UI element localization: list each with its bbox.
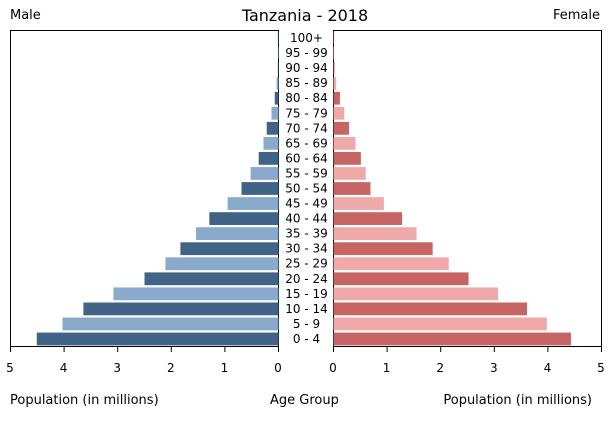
- female-bar-3: [333, 76, 337, 90]
- female-x-tick-label-3: 3: [490, 361, 498, 375]
- male-bar-5: [271, 106, 279, 120]
- age-group-label-20: 0 - 4: [293, 332, 320, 346]
- age-group-label-5: 75 - 79: [285, 106, 328, 120]
- age-group-label-19: 5 - 9: [293, 317, 320, 331]
- age-group-label-17: 15 - 19: [285, 287, 328, 301]
- male-bar-18: [83, 302, 279, 316]
- female-bar-18: [333, 302, 527, 316]
- male-bar-6: [266, 121, 279, 135]
- age-group-label-0: 100+: [290, 31, 323, 45]
- male-bar-12: [209, 212, 279, 225]
- male-bar-1: [277, 46, 279, 60]
- female-bar-11: [333, 197, 384, 210]
- female-x-tick-label-1: 1: [383, 361, 391, 375]
- female-bar-16: [333, 272, 469, 286]
- age-group-label-14: 30 - 34: [285, 242, 328, 256]
- female-bar-4: [333, 91, 340, 105]
- x-axis-label-right: Population (in millions): [443, 393, 592, 408]
- male-x-tick-label-1: 1: [221, 361, 229, 375]
- male-bar-7: [263, 136, 279, 150]
- female-bar-5: [333, 106, 345, 120]
- age-group-label-7: 65 - 69: [285, 136, 328, 150]
- x-axis-label-left: Population (in millions): [10, 393, 159, 408]
- female-x-tick-label-5: 5: [597, 361, 605, 375]
- male-bar-13: [195, 227, 279, 241]
- male-bar-2: [277, 61, 279, 75]
- male-bar-14: [180, 242, 279, 256]
- male-label: Male: [10, 8, 41, 23]
- female-bar-14: [333, 242, 433, 256]
- x-axis-label-center: Age Group: [270, 393, 339, 408]
- age-group-label-13: 35 - 39: [285, 227, 328, 241]
- age-group-label-15: 25 - 29: [285, 257, 328, 271]
- female-bar-12: [333, 212, 403, 225]
- age-group-label-16: 20 - 24: [285, 272, 328, 286]
- female-bar-19: [333, 317, 547, 331]
- male-bar-19: [62, 317, 279, 331]
- male-x-tick-label-2: 2: [167, 361, 175, 375]
- age-group-label-8: 60 - 64: [285, 151, 328, 165]
- age-group-label-2: 90 - 94: [285, 61, 328, 75]
- male-bar-17: [113, 287, 279, 301]
- female-bar-15: [333, 257, 449, 271]
- female-bar-20: [333, 332, 571, 346]
- female-bar-7: [333, 136, 356, 150]
- chart-title: Tanzania - 2018: [241, 6, 369, 25]
- female-x-tick-label-4: 4: [544, 361, 552, 375]
- female-x-tick-label-2: 2: [436, 361, 444, 375]
- female-bar-8: [333, 152, 361, 165]
- female-bar-9: [333, 167, 366, 180]
- male-bar-11: [227, 197, 279, 210]
- male-bar-4: [274, 91, 279, 105]
- female-bar-1: [333, 46, 335, 60]
- male-bar-15: [165, 257, 279, 271]
- female-bar-17: [333, 287, 499, 301]
- age-group-label-11: 45 - 49: [285, 197, 328, 211]
- male-bar-9: [250, 167, 279, 180]
- male-x-tick-label-3: 3: [113, 361, 121, 375]
- male-x-tick-label-4: 4: [60, 361, 68, 375]
- male-bar-8: [258, 152, 279, 165]
- age-group-label-3: 85 - 89: [285, 76, 328, 90]
- age-group-label-4: 80 - 84: [285, 91, 328, 105]
- male-bar-10: [241, 182, 279, 195]
- age-group-label-1: 95 - 99: [285, 46, 328, 60]
- female-bar-10: [333, 182, 371, 195]
- male-bar-3: [276, 76, 279, 90]
- age-group-label-10: 50 - 54: [285, 182, 328, 196]
- female-label: Female: [552, 8, 600, 23]
- male-x-tick-label-5: 5: [6, 361, 14, 375]
- female-x-tick-label-0: 0: [329, 361, 337, 375]
- male-bar-20: [36, 332, 279, 346]
- female-bar-6: [333, 121, 350, 135]
- age-group-label-12: 40 - 44: [285, 212, 328, 226]
- female-bar-0: [333, 31, 335, 45]
- female-bar-2: [333, 61, 335, 75]
- male-bar-0: [277, 31, 279, 45]
- male-bar-16: [144, 272, 279, 286]
- female-bar-13: [333, 227, 417, 241]
- age-group-label-9: 55 - 59: [285, 166, 328, 180]
- age-group-label-6: 70 - 74: [285, 121, 328, 135]
- male-x-tick-label-0: 0: [274, 361, 282, 375]
- age-group-label-18: 10 - 14: [285, 302, 328, 316]
